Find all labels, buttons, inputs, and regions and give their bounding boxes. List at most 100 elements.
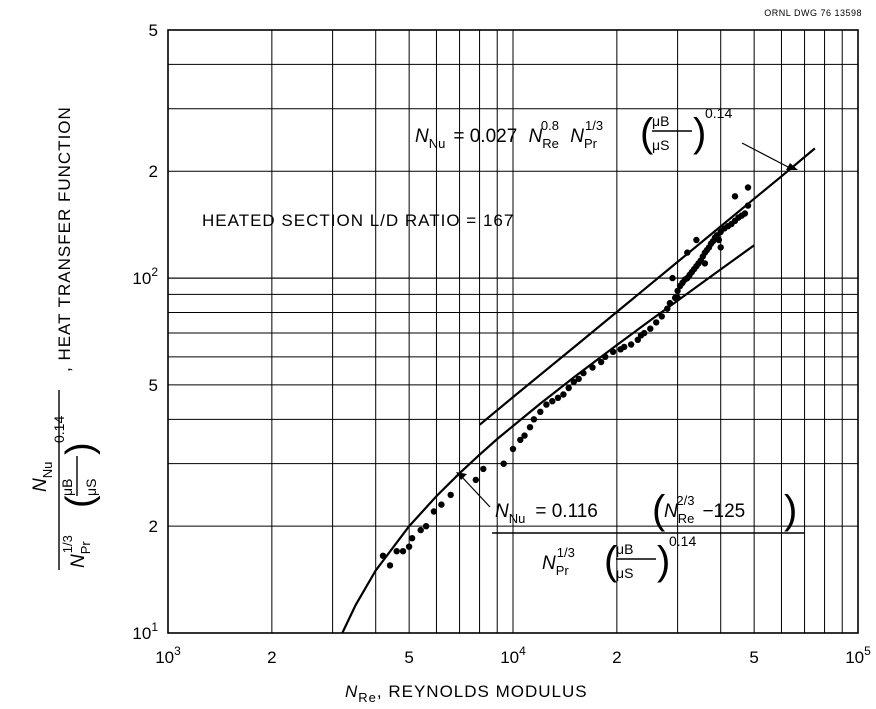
plot-border [167, 29, 859, 634]
data-point [379, 552, 387, 559]
svg-text:(: ( [640, 111, 654, 155]
data-point [666, 299, 674, 307]
data-point [674, 294, 681, 301]
svg-text:, HEAT TRANSFER FUNCTION: , HEAT TRANSFER FUNCTION [55, 106, 74, 372]
eq1-pr-exp: 1/3 [585, 118, 603, 133]
data-point [674, 287, 681, 295]
data-point [393, 548, 400, 555]
svg-text:0.14: 0.14 [51, 416, 67, 443]
equation-1: NNu = 0.027 NRe0.8 NPr1/3 ( μB μS ) 0.14 [415, 105, 732, 155]
data-point [741, 210, 749, 217]
data-point [537, 408, 544, 415]
svg-text:μB: μB [59, 479, 75, 496]
plot-frame [167, 29, 859, 634]
y-tick-label: 2 [149, 517, 158, 536]
svg-text:): ) [693, 111, 706, 155]
y-tick-label: 5 [149, 376, 158, 395]
data-point [521, 432, 528, 439]
data-point [580, 369, 587, 377]
svg-text:NNu= 0.027 NRe0.8: NNu = 0.027 NRe0.8 NPr1/3 [415, 114, 603, 151]
data-point [634, 336, 641, 343]
x-tick-labels: 103 2 5 104 2 5 105 [155, 644, 871, 667]
x-tick-label: 104 [500, 644, 526, 667]
svg-text:): ) [59, 442, 101, 455]
data-point [589, 364, 596, 371]
data-point [405, 543, 413, 550]
eq1-ratio-den: μS [652, 137, 669, 153]
data-point [386, 562, 394, 569]
data-point [526, 424, 534, 431]
data-point [609, 348, 617, 355]
data-point [509, 445, 517, 453]
data-point [641, 329, 648, 337]
data-point [570, 378, 577, 386]
svg-text:(: ( [59, 495, 101, 508]
eq2-pr-exp: 1/3 [557, 545, 575, 560]
y-tick-label: 2 [149, 162, 158, 181]
data-point [543, 401, 550, 408]
eq2-const: −125 [702, 501, 745, 522]
eq2-ratio-den: μS [616, 565, 633, 581]
series-line-0 [478, 147, 816, 426]
data-point [664, 305, 671, 312]
data-point [627, 341, 635, 348]
data-point [647, 325, 654, 332]
eq2-lhs: N [495, 501, 509, 522]
y-axis-label: , HEAT TRANSFER FUNCTION NNu NPr1/3 ( μB… [30, 106, 101, 570]
data-point [621, 343, 628, 351]
eq1-re-exp: 0.8 [541, 118, 559, 133]
annotation-heated-section: HEATED SECTION L/D RATIO = 167 [202, 211, 514, 230]
data-point [472, 476, 479, 484]
data-point [565, 384, 572, 392]
x-tick-label: 103 [155, 644, 181, 667]
data-point [530, 416, 538, 423]
eq2-ratio-num: μB [616, 541, 633, 557]
data-point [744, 184, 752, 191]
eq1-coef: = 0.027 [453, 126, 517, 147]
data-point [554, 394, 562, 401]
series-line-1 [341, 244, 755, 634]
data-point [669, 274, 676, 282]
data-point [717, 244, 724, 251]
data-point [701, 260, 709, 267]
data-point [430, 508, 438, 515]
x-tick-label: 105 [845, 644, 871, 667]
eq1-lhs-sub: Nu [429, 136, 446, 151]
eq1-re-symbol: N [529, 126, 543, 147]
eq1-pr-symbol: N [570, 126, 584, 147]
data-point [693, 236, 700, 244]
data-point [684, 249, 691, 256]
data-point [602, 353, 609, 360]
data-point [560, 391, 567, 398]
y-tick-label: 102 [132, 265, 158, 288]
data-point [715, 236, 722, 244]
eq2-lhs-sub: Nu [509, 511, 526, 526]
data-point [744, 202, 752, 209]
y-tick-label: 5 [149, 21, 158, 40]
svg-text:NRe2/3−125: NRe2/3−125 [664, 493, 745, 526]
eq2-re-exp: 2/3 [676, 493, 694, 508]
data-point [422, 523, 430, 530]
data-point [408, 535, 416, 542]
data-point [597, 358, 605, 366]
x-tick-label: 2 [612, 648, 621, 667]
x-tick-label: 5 [749, 648, 758, 667]
svg-text:(: ( [604, 539, 618, 583]
data-point [438, 501, 445, 508]
svg-text:NNu= 0.116: NNu = 0.116 [495, 501, 598, 526]
eq1-ratio-num: μB [652, 113, 669, 129]
data-point [731, 193, 739, 200]
svg-text:): ) [784, 488, 797, 532]
data-point [447, 491, 454, 499]
x-tick-label: 2 [267, 648, 276, 667]
svg-text:μS: μS [83, 479, 99, 496]
eq1-lhs: N [415, 126, 429, 147]
data-point [480, 465, 487, 473]
data-point [417, 526, 424, 534]
y-tick-label: 101 [132, 620, 158, 643]
data-point [575, 375, 582, 383]
svg-text:): ) [657, 539, 670, 583]
data-point [658, 313, 665, 320]
data-point [500, 460, 507, 467]
data-point [517, 436, 524, 444]
